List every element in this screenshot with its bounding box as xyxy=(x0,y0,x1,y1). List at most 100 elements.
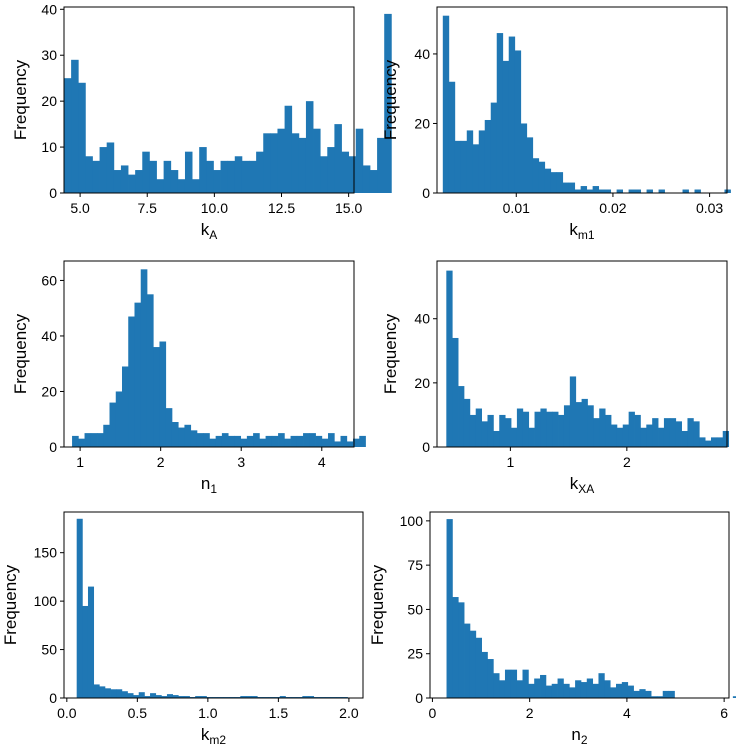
histogram-bar xyxy=(544,168,552,193)
histogram-bar xyxy=(628,411,635,447)
histogram-bar xyxy=(78,82,86,193)
y-tick-label: 0 xyxy=(49,185,57,201)
histogram-bar xyxy=(291,133,300,193)
histogram-bar xyxy=(234,435,242,447)
histogram-bar xyxy=(384,13,392,194)
histogram-bar xyxy=(120,165,129,193)
histogram-bar xyxy=(550,172,558,193)
histogram-bar xyxy=(298,137,307,193)
histogram-bar xyxy=(463,398,471,447)
histogram-bar xyxy=(196,433,204,447)
x-axis-label-main: n xyxy=(201,474,210,493)
axes-frame xyxy=(436,6,728,194)
histogram-bar xyxy=(557,678,564,698)
histogram-bar xyxy=(466,130,474,193)
histogram-bar xyxy=(135,170,143,193)
histogram-bar xyxy=(227,160,236,193)
histogram-bar xyxy=(575,402,582,447)
histogram-bar xyxy=(460,140,468,193)
y-tick-label: 10 xyxy=(41,139,57,155)
histogram-bar xyxy=(199,147,207,193)
histogram-bar xyxy=(604,189,612,193)
histogram-bar xyxy=(493,430,500,447)
histogram-bar xyxy=(128,174,136,193)
histogram-bar xyxy=(593,418,600,447)
histogram-bar xyxy=(308,696,315,698)
histogram-bar xyxy=(256,151,264,193)
x-axis-label-subscript: XA xyxy=(578,482,594,496)
y-axis-label: Frequency xyxy=(381,59,400,140)
histogram-bar xyxy=(646,424,653,447)
histogram-bar xyxy=(484,119,492,193)
histogram-bar xyxy=(499,414,506,447)
histogram-bar xyxy=(508,36,516,193)
y-axis-label: Frequency xyxy=(1,564,20,645)
x-tick-label: 1.0 xyxy=(198,705,218,721)
x-tick-label: 3 xyxy=(237,454,245,470)
x-axis-label-subscript: m2 xyxy=(209,733,226,747)
histogram-bar xyxy=(575,680,582,698)
x-tick-label: 10.0 xyxy=(201,200,228,216)
y-axis-label: Frequency xyxy=(11,313,30,394)
histogram-bar xyxy=(598,189,606,193)
y-tick-label: 30 xyxy=(41,47,57,63)
histogram-bar xyxy=(510,669,518,698)
histogram-bar xyxy=(206,160,214,193)
histogram-bar xyxy=(348,156,357,193)
histogram-bar xyxy=(563,405,571,447)
histogram-bar xyxy=(156,179,165,193)
x-tick-label: 1.5 xyxy=(269,705,289,721)
axes-frame xyxy=(63,6,355,194)
histogram-bar xyxy=(605,414,612,447)
y-axis-label: Frequency xyxy=(11,59,30,140)
histogram-bar xyxy=(302,696,309,698)
histogram-bar xyxy=(109,402,117,447)
histogram-bar xyxy=(165,408,173,447)
histogram-bar xyxy=(634,414,641,447)
histogram-bar xyxy=(705,440,712,447)
histogram-bar xyxy=(520,123,528,193)
histogram-bar xyxy=(184,151,193,193)
histogram-bar xyxy=(172,695,179,698)
x-axis-label: kA xyxy=(201,220,218,242)
panel-k-m2: 0.0 0.5 1.0 1.5 2.0 0 50 100 150 km2 Frequency xyxy=(1,511,364,747)
histogram-bar xyxy=(64,78,72,193)
histogram-bar xyxy=(496,33,504,193)
x-tick-label: 0.01 xyxy=(503,200,530,216)
axes-frame xyxy=(429,511,730,699)
histogram-bar xyxy=(184,424,192,447)
histogram-bar xyxy=(504,669,512,698)
histogram-bar xyxy=(93,684,100,698)
histogram-bar xyxy=(633,690,640,698)
histogram-bar xyxy=(658,189,665,193)
histogram-bar xyxy=(656,696,664,698)
histogram-bar xyxy=(328,433,335,447)
histogram-bar xyxy=(551,683,558,698)
histogram-bar xyxy=(586,678,594,698)
histogram-bar xyxy=(134,302,142,447)
x-axis-label-main: k xyxy=(201,220,210,239)
histogram-bar xyxy=(663,418,671,447)
x-tick-label: 1 xyxy=(506,454,514,470)
y-tick-label: 0 xyxy=(422,439,430,455)
histogram-bar xyxy=(490,102,498,193)
histogram-bar xyxy=(284,105,293,193)
histogram-bar xyxy=(628,189,635,193)
y-tick-label: 20 xyxy=(41,93,57,109)
histogram-bar xyxy=(669,418,677,447)
histogram-bar xyxy=(296,435,304,447)
histogram-bar xyxy=(552,411,559,447)
histogram-bar xyxy=(545,685,553,698)
y-tick-label: 40 xyxy=(41,1,57,17)
histogram-bar xyxy=(178,427,185,447)
histogram-bar xyxy=(144,696,151,698)
histogram-bar xyxy=(334,441,341,447)
x-tick-label: 4 xyxy=(623,705,631,721)
histogram-bar xyxy=(627,685,634,698)
x-tick-label: 0.03 xyxy=(696,200,723,216)
x-tick-label: 4 xyxy=(318,454,326,470)
histogram-bar xyxy=(234,156,243,193)
histogram-bar xyxy=(616,189,623,193)
